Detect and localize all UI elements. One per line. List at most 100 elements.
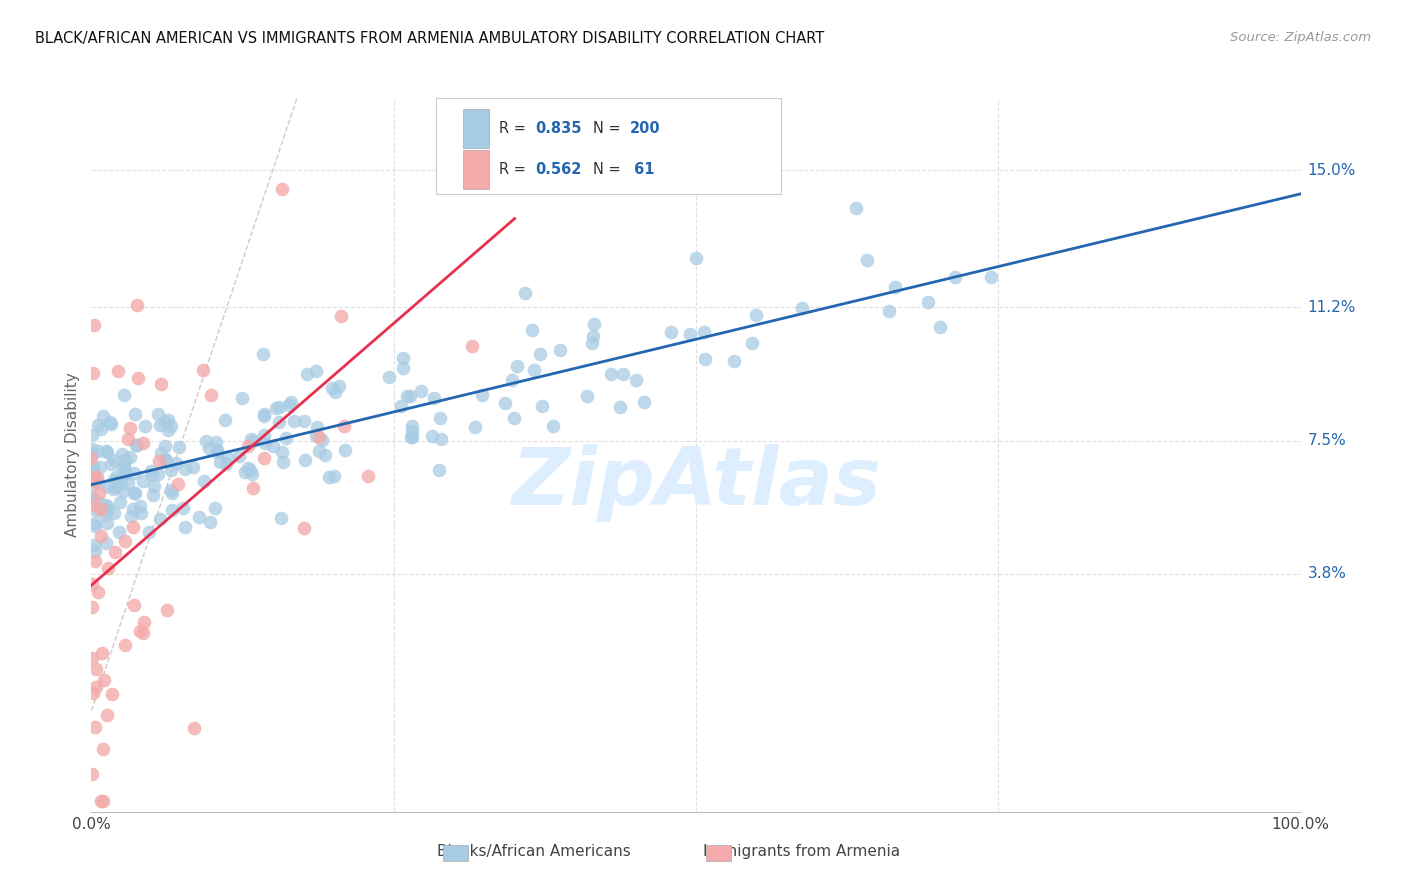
Point bbox=[745, 308, 768, 322]
Point bbox=[238, 439, 260, 453]
Point bbox=[142, 478, 165, 492]
Point bbox=[112, 388, 135, 402]
Point bbox=[193, 475, 215, 489]
Point bbox=[153, 439, 176, 453]
Point bbox=[103, 482, 125, 496]
Point bbox=[139, 464, 162, 478]
Text: Source: ZipAtlas.com: Source: ZipAtlas.com bbox=[1230, 31, 1371, 45]
Point bbox=[174, 520, 197, 534]
Point bbox=[122, 486, 145, 500]
Point bbox=[172, 501, 194, 516]
Point bbox=[96, 708, 118, 723]
Point bbox=[204, 435, 226, 450]
Point bbox=[321, 381, 343, 395]
Point bbox=[82, 461, 104, 475]
Point bbox=[409, 384, 432, 399]
Point bbox=[131, 474, 153, 488]
Point bbox=[120, 450, 142, 464]
Point bbox=[110, 473, 132, 487]
Point bbox=[240, 467, 263, 481]
Point bbox=[80, 446, 103, 460]
Point bbox=[980, 270, 1002, 285]
Point bbox=[122, 519, 145, 533]
Point bbox=[103, 473, 125, 487]
Point bbox=[149, 376, 172, 391]
Point bbox=[541, 418, 564, 433]
Point bbox=[238, 460, 260, 475]
Point bbox=[181, 460, 204, 475]
Point bbox=[82, 477, 104, 491]
Point bbox=[311, 433, 333, 447]
Point bbox=[391, 361, 413, 376]
Point bbox=[83, 467, 105, 481]
Point bbox=[89, 496, 111, 510]
Point bbox=[200, 388, 222, 402]
Point bbox=[308, 443, 330, 458]
Point bbox=[153, 415, 176, 429]
Point bbox=[87, 444, 110, 458]
Point bbox=[150, 446, 173, 460]
Point bbox=[252, 347, 274, 361]
Point bbox=[138, 525, 160, 540]
Point bbox=[89, 486, 111, 500]
Point bbox=[267, 416, 290, 430]
Point bbox=[104, 545, 127, 559]
Point bbox=[96, 503, 118, 517]
Point bbox=[167, 477, 190, 491]
Point bbox=[93, 742, 115, 756]
Point bbox=[125, 298, 148, 312]
Point bbox=[231, 391, 253, 405]
Point bbox=[117, 476, 139, 491]
Point bbox=[104, 469, 127, 483]
Point bbox=[845, 202, 868, 216]
Point bbox=[253, 409, 276, 424]
Point bbox=[153, 452, 176, 467]
Text: N =: N = bbox=[593, 120, 626, 136]
Point bbox=[427, 463, 450, 477]
Point bbox=[86, 417, 108, 432]
Point bbox=[103, 506, 125, 520]
Point bbox=[191, 362, 214, 376]
Point bbox=[80, 427, 103, 442]
Point bbox=[132, 625, 155, 640]
Point bbox=[114, 533, 136, 548]
Point bbox=[693, 325, 716, 339]
Point bbox=[461, 339, 484, 353]
Point bbox=[305, 420, 328, 434]
Point bbox=[122, 599, 145, 613]
Point bbox=[90, 794, 112, 808]
Text: 200: 200 bbox=[630, 120, 659, 136]
Point bbox=[93, 673, 115, 688]
Point bbox=[87, 475, 110, 490]
Point bbox=[94, 498, 117, 512]
Point bbox=[917, 295, 939, 310]
Point bbox=[280, 394, 302, 409]
Point bbox=[160, 463, 183, 477]
Point bbox=[148, 454, 170, 468]
Point bbox=[160, 418, 183, 433]
Point bbox=[96, 516, 118, 530]
Point bbox=[274, 431, 297, 445]
Point bbox=[83, 538, 105, 552]
Text: 0.562: 0.562 bbox=[536, 161, 582, 177]
Point bbox=[101, 687, 124, 701]
Y-axis label: Ambulatory Disability: Ambulatory Disability bbox=[65, 373, 80, 537]
Point bbox=[80, 651, 103, 665]
Point bbox=[264, 401, 287, 416]
Point bbox=[318, 470, 340, 484]
Point bbox=[576, 389, 599, 403]
Point bbox=[90, 502, 112, 516]
Point bbox=[90, 422, 112, 436]
Point bbox=[114, 452, 136, 467]
Point bbox=[96, 479, 118, 493]
Point bbox=[107, 364, 129, 378]
Point bbox=[292, 414, 315, 428]
FancyBboxPatch shape bbox=[463, 150, 489, 189]
Point bbox=[395, 389, 418, 403]
Point bbox=[89, 460, 111, 475]
Point bbox=[129, 506, 152, 520]
Point bbox=[103, 453, 125, 467]
Point bbox=[82, 686, 104, 700]
Point bbox=[495, 396, 517, 410]
Point bbox=[132, 436, 155, 450]
